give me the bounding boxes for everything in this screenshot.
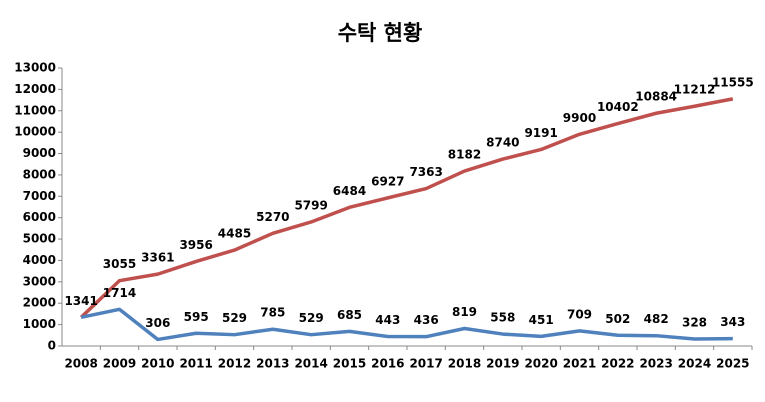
data-label: 819 [452, 305, 477, 319]
x-tick-label: 2017 [409, 357, 442, 371]
data-label: 7363 [409, 165, 442, 179]
data-label: 5270 [256, 210, 289, 224]
y-tick-label: 10000 [14, 125, 56, 139]
data-label: 10884 [635, 90, 677, 104]
x-tick-label: 2025 [716, 357, 749, 371]
y-tick-label: 2000 [23, 296, 56, 310]
data-label: 595 [184, 310, 209, 324]
x-tick-label: 2024 [678, 357, 711, 371]
x-tick-label: 2020 [524, 357, 557, 371]
y-tick-label: 4000 [23, 253, 56, 267]
data-label: 709 [567, 307, 592, 321]
data-label: 11212 [674, 83, 716, 97]
data-label: 3361 [141, 251, 174, 265]
data-label: 6484 [333, 184, 366, 198]
x-tick-label: 2023 [639, 357, 672, 371]
data-label: 436 [414, 313, 439, 327]
x-tick-label: 2018 [448, 357, 481, 371]
data-label: 785 [260, 306, 285, 320]
y-tick-label: 7000 [23, 189, 56, 203]
y-tick-label: 13000 [14, 61, 56, 75]
x-tick-label: 2008 [64, 357, 97, 371]
data-label: 9900 [563, 111, 596, 125]
x-tick-label: 2019 [486, 357, 519, 371]
x-tick-label: 2010 [141, 357, 174, 371]
data-label: 8182 [448, 148, 481, 162]
y-tick-label: 0 [48, 339, 56, 353]
y-tick-label: 8000 [23, 167, 56, 181]
data-label: 3956 [179, 238, 212, 252]
data-label: 4485 [218, 227, 251, 241]
data-label: 10402 [597, 100, 639, 114]
data-label: 5799 [294, 198, 327, 212]
x-tick-label: 2022 [601, 357, 634, 371]
x-tick-label: 2012 [218, 357, 251, 371]
data-label: 6927 [371, 174, 404, 188]
x-tick-label: 2009 [103, 357, 136, 371]
x-tick-label: 2016 [371, 357, 404, 371]
y-tick-label: 5000 [23, 232, 56, 246]
data-label: 1714 [103, 286, 136, 300]
x-tick-label: 2013 [256, 357, 289, 371]
data-label: 482 [644, 312, 669, 326]
data-label: 328 [682, 315, 707, 329]
y-tick-label: 12000 [14, 82, 56, 96]
x-tick-label: 2021 [563, 357, 596, 371]
data-label: 9191 [524, 126, 557, 140]
data-label: 529 [299, 311, 324, 325]
series-line [80, 307, 733, 342]
data-label: 451 [529, 313, 554, 327]
y-tick-label: 3000 [23, 274, 56, 288]
data-label: 685 [337, 308, 362, 322]
data-label: 1341 [64, 294, 97, 308]
y-tick-label: 1000 [23, 317, 56, 331]
y-tick-label: 6000 [23, 210, 56, 224]
y-tick-label: 9000 [23, 146, 56, 160]
x-tick-label: 2011 [179, 357, 212, 371]
data-label: 8740 [486, 136, 519, 150]
x-tick-label: 2015 [333, 357, 366, 371]
y-tick-label: 11000 [14, 103, 56, 117]
chart-title: 수탁 현황 [338, 21, 423, 45]
series-line [79, 97, 734, 319]
data-label: 3055 [103, 257, 136, 271]
data-label: 502 [605, 312, 630, 326]
data-label: 11555 [712, 75, 754, 89]
data-label: 529 [222, 311, 247, 325]
data-label: 306 [145, 316, 170, 330]
data-label: 443 [375, 313, 400, 327]
data-label: 343 [720, 315, 745, 329]
data-label: 558 [490, 311, 515, 325]
x-tick-label: 2014 [294, 357, 327, 371]
